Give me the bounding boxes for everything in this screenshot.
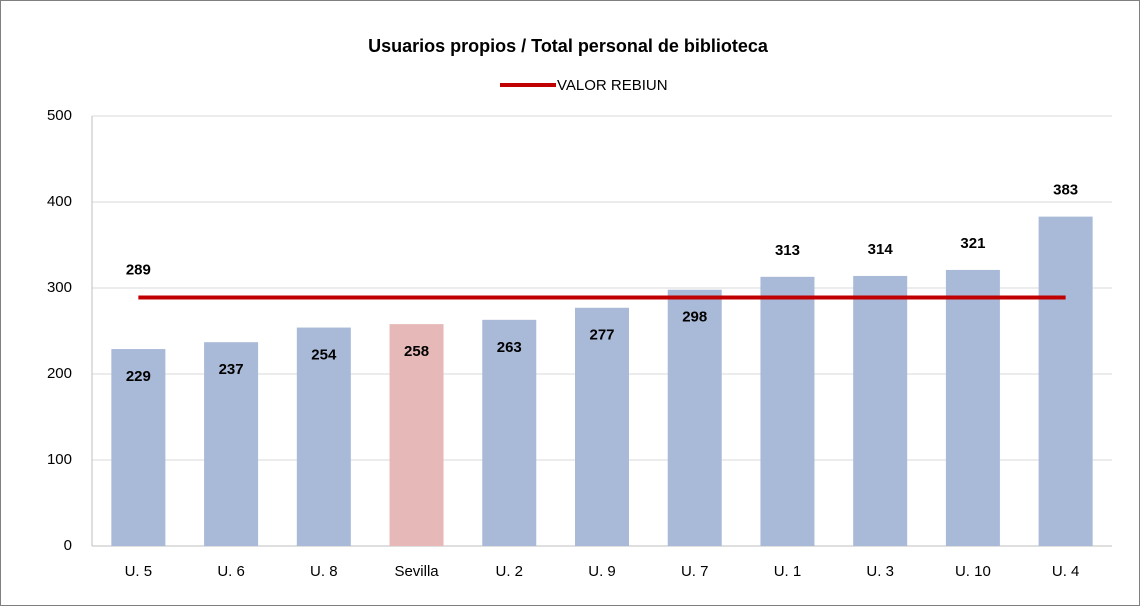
y-tick-label: 0 — [64, 537, 72, 554]
data-label: 277 — [589, 327, 614, 344]
y-tick-label: 100 — [47, 451, 72, 468]
bar — [111, 349, 166, 546]
bar — [389, 324, 444, 546]
y-tick-label: 500 — [47, 107, 72, 124]
data-label: 263 — [497, 339, 522, 356]
chart-title: Usuarios propios / Total personal de bib… — [368, 36, 769, 56]
data-label: 313 — [775, 242, 800, 259]
data-label: 314 — [868, 241, 894, 258]
bar — [945, 269, 1000, 546]
data-label: 237 — [219, 361, 244, 378]
x-tick-label: U. 6 — [217, 563, 245, 580]
x-tick-label: U. 9 — [588, 563, 616, 580]
bar — [1038, 216, 1093, 546]
x-tick-label: U. 10 — [955, 563, 991, 580]
data-label: 383 — [1053, 182, 1078, 199]
x-tick-label: U. 2 — [496, 563, 524, 580]
x-tick-label: U. 4 — [1052, 563, 1080, 580]
bar — [853, 275, 908, 546]
bar — [575, 307, 629, 546]
y-tick-label: 400 — [47, 193, 72, 210]
y-tick-label: 300 — [47, 279, 72, 296]
data-label: 258 — [404, 343, 429, 360]
legend-label: VALOR REBIUN — [557, 77, 668, 94]
data-label: 254 — [311, 347, 337, 364]
x-tick-label: U. 1 — [774, 563, 802, 580]
x-tick-label: U. 3 — [866, 563, 894, 580]
data-label: 298 — [682, 309, 707, 326]
bar — [296, 327, 351, 546]
x-tick-label: Sevilla — [394, 563, 439, 580]
bar — [482, 319, 537, 546]
y-tick-label: 200 — [47, 365, 72, 382]
x-tick-label: U. 7 — [681, 563, 709, 580]
bar — [204, 342, 259, 546]
x-tick-label: U. 8 — [310, 563, 338, 580]
bar — [760, 276, 815, 546]
x-tick-label: U. 5 — [125, 563, 153, 580]
data-label: 321 — [960, 235, 985, 252]
bar — [667, 289, 722, 546]
data-label: 229 — [126, 368, 151, 385]
data-label: 289 — [126, 261, 151, 278]
